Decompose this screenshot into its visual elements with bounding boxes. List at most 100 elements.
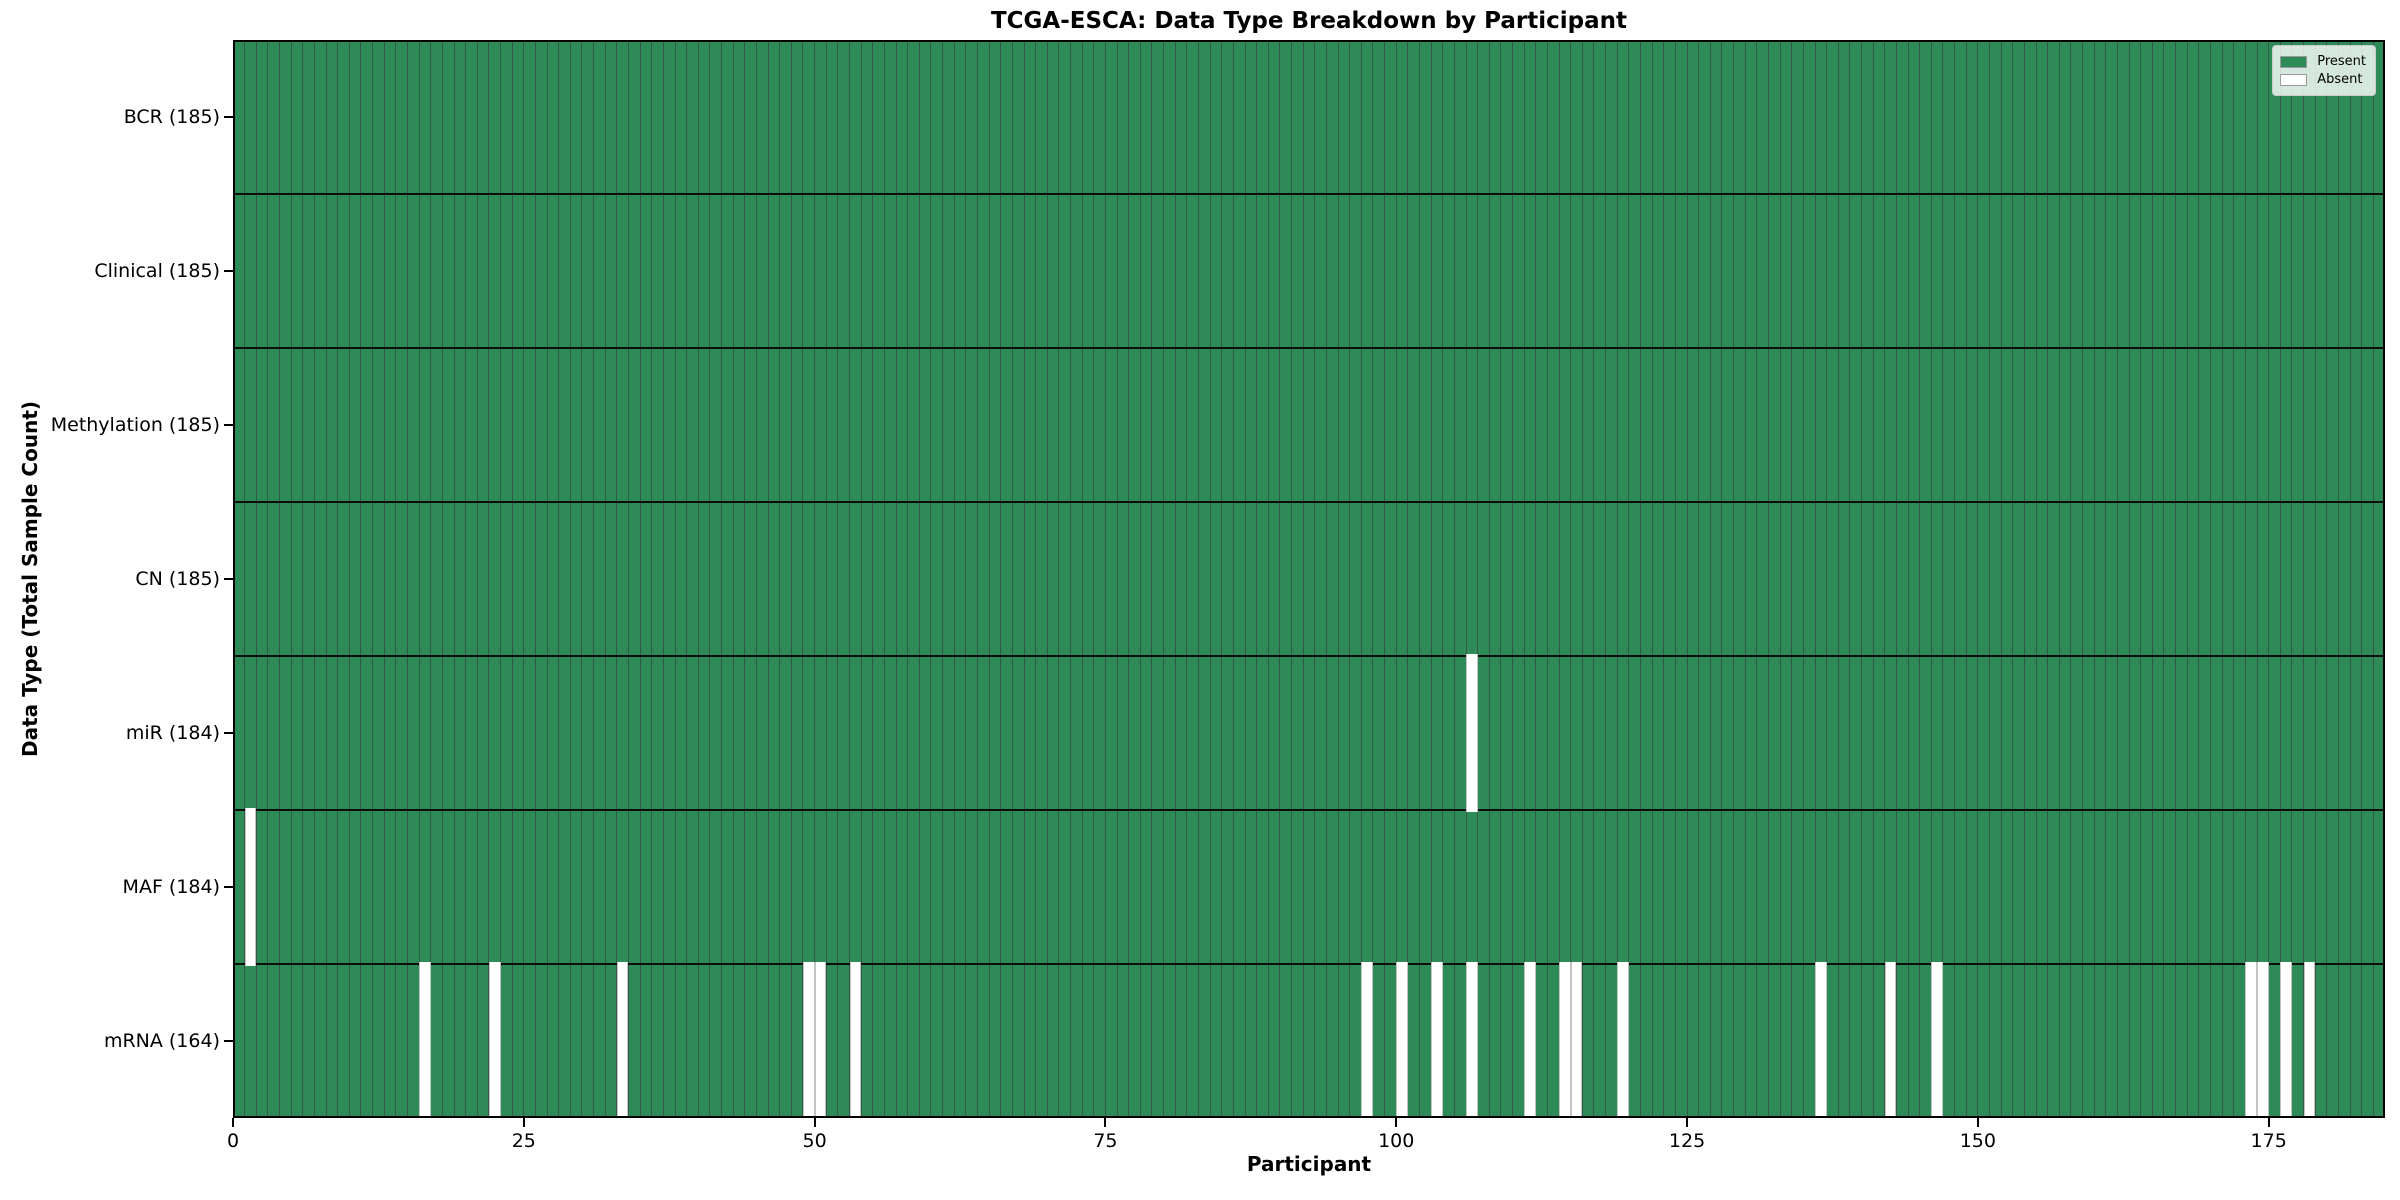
absent-cell-mrna-115 [1570,962,1583,1116]
legend: Present Absent [2272,45,2376,96]
cell-edge-line [1186,40,1188,1118]
row-separator-line [233,193,2385,195]
x-tick-label: 50 [802,1130,827,1152]
y-tick-mark [224,886,233,888]
cell-edge-line [325,40,327,1118]
cell-edge-line [1174,40,1176,1118]
cell-edge-line [1430,40,1432,1118]
y-tick-label-maf: MAF (184) [122,876,220,898]
y-tick-mark [224,424,233,426]
absent-cell-mrna-114 [1559,962,1571,1116]
plot-spine-bottom [233,1116,2385,1118]
cell-edge-line [1395,40,1397,1118]
cell-edge-line [1291,40,1293,1118]
cell-edge-line [581,40,583,1118]
cell-edge-line [1849,40,1851,1118]
cell-edge-line [441,40,443,1118]
cell-edge-line [1686,40,1688,1118]
cell-edge-line [1884,40,1886,1118]
cell-edge-line [755,40,757,1118]
cell-edge-line [476,40,478,1118]
x-tick-mark [2267,1118,2270,1127]
row-separator-line [233,809,2385,811]
absent-cell-mrna-136 [1815,962,1827,1116]
cell-edge-line [1070,40,1072,1118]
cell-edge-line [1372,40,1374,1118]
x-tick-label: 75 [1093,1130,1118,1152]
cell-edge-line [267,40,269,1118]
row-maf [233,810,2385,964]
absent-cell-mrna-106 [1466,962,1478,1116]
y-tick-mark [224,116,233,118]
cell-edge-line [337,40,339,1118]
cell-edge-line [779,40,781,1118]
cell-edge-line [244,40,246,1118]
cell-edge-line [1965,40,1967,1118]
y-tick-mark [224,1040,233,1042]
cell-edge-line [697,40,699,1118]
cell-edge-line [1035,40,1037,1118]
x-axis-label: Participant [1246,1152,1372,1176]
cell-edge-line [465,40,467,1118]
row-bcr [233,40,2385,194]
cell-edge-line [500,40,502,1118]
absent-cell-mrna-173 [2245,962,2258,1116]
absent-cell-mrna-103 [1431,962,1443,1116]
legend-item-present: Present [2280,54,2366,69]
cell-edge-line [1930,40,1932,1118]
cell-edge-line [1232,40,1234,1118]
cell-edge-line [1872,40,1874,1118]
absent-cell-mrna-50 [814,962,827,1116]
cell-edge-line [1581,40,1583,1118]
absent-cell-mrna-22 [488,962,501,1116]
cell-edge-line [430,40,432,1118]
absent-cell-mrna-119 [1617,962,1629,1116]
x-tick-mark [522,1118,525,1127]
cell-edge-line [1640,40,1642,1118]
cell-edge-line [1058,40,1060,1118]
cell-edge-line [651,40,653,1118]
cell-edge-line [860,40,862,1118]
cell-edge-line [546,40,548,1118]
cell-edge-line [1314,40,1316,1118]
absent-cell-mrna-176 [2280,962,2292,1116]
cell-edge-line [1151,40,1153,1118]
cell-edge-line [1779,40,1781,1118]
cell-edge-line [837,40,839,1118]
absent-cell-mrna-33 [616,962,629,1116]
cell-edge-line [360,40,362,1118]
cell-edge-line [1453,40,1455,1118]
cell-edge-line [2175,40,2177,1118]
absent-cell-mrna-100 [1396,962,1408,1116]
row-mir [233,656,2385,810]
cell-edge-line [1802,40,1804,1118]
cell-edge-line [639,40,641,1118]
cell-edge-line [1919,40,1921,1118]
cell-edge-line [1384,40,1386,1118]
cell-edge-line [942,40,944,1118]
cell-edge-line [1546,40,1548,1118]
cell-edge-line [2082,40,2084,1118]
cell-edge-line [2058,40,2060,1118]
y-tick-label-clinical: Clinical (185) [94,260,220,282]
cell-edge-line [418,40,420,1118]
cell-edge-line [604,40,606,1118]
legend-label: Present [2317,54,2366,69]
cell-edge-line [662,40,664,1118]
y-tick-mark [224,732,233,734]
cell-edge-line [2349,40,2351,1118]
cell-edge-line [1011,40,1013,1118]
cell-edge-line [2035,40,2037,1118]
cell-edge-line [1733,40,1735,1118]
cell-edge-line [1570,40,1572,1118]
cell-edge-line [2093,40,2095,1118]
cell-edge-line [372,40,374,1118]
absent-cell-mrna-53 [849,962,862,1116]
cell-edge-line [918,40,920,1118]
cell-edge-line [802,40,804,1118]
cell-edge-line [895,40,897,1118]
cell-edge-line [1267,40,1269,1118]
cell-edge-line [534,40,536,1118]
cell-edge-line [1407,40,1409,1118]
